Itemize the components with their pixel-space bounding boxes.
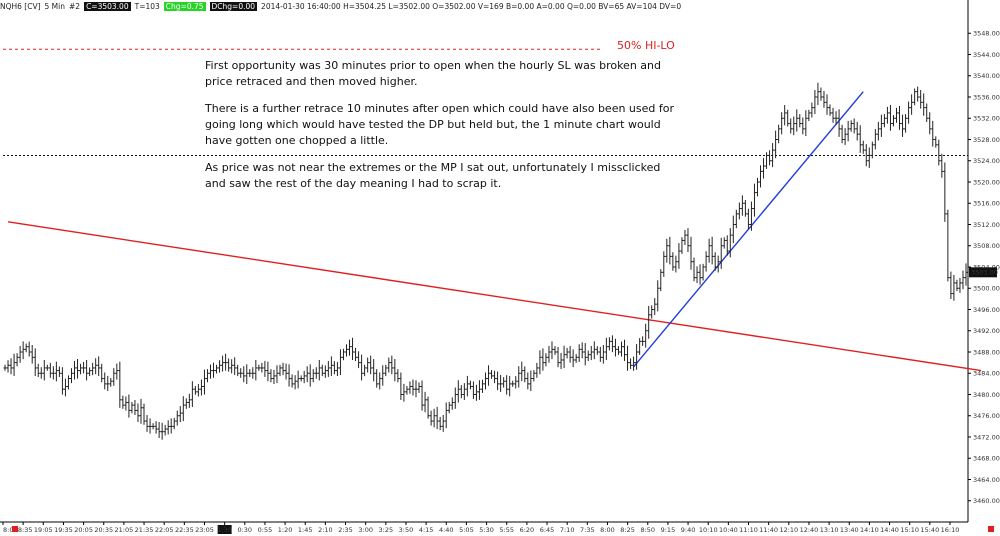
y-tick-label: 3504.00 [973, 263, 1000, 271]
annotation-para-1: First opportunity was 30 minutes prior t… [205, 59, 661, 88]
x-tick-label: 23:05 [195, 526, 214, 534]
x-tick-label: 3:25 [379, 526, 394, 534]
number-label: #2 [69, 1, 81, 11]
y-tick-label: 3528.00 [973, 136, 1000, 144]
x-tick-label: 5:30 [479, 526, 494, 534]
x-tick-label: 7:10 [560, 526, 575, 534]
x-tick-label: 13:10 [820, 526, 839, 534]
x-tick-label: 11:40 [759, 526, 778, 534]
trendline-red [7, 221, 982, 372]
annotation-text: First opportunity was 30 minutes prior t… [205, 58, 675, 203]
x-tick-label: 21:35 [135, 526, 154, 534]
y-tick-label: 3500.00 [973, 285, 1000, 293]
x-tick-label: 8:25 [620, 526, 635, 534]
x-tick-label: 21:05 [115, 526, 134, 534]
y-tick-label: 3512.00 [973, 221, 1000, 229]
y-tick-label: 3516.00 [973, 200, 1000, 208]
y-tick-label: 3532.00 [973, 115, 1000, 123]
y-tick-label: 3464.00 [973, 476, 1000, 484]
y-tick-label: 3492.00 [973, 327, 1000, 335]
corner-marker-right [988, 526, 994, 532]
x-tick-label: 6:45 [540, 526, 555, 534]
trades-label: T=103 [134, 1, 160, 11]
ohlc-readout: 2014-01-30 16:40:00 H=3504.25 L=3502.00 … [261, 1, 682, 11]
x-tick-label: 10:40 [719, 526, 738, 534]
x-tick-label: 7:35 [580, 526, 595, 534]
last-price-label: 3503.00 [971, 269, 998, 277]
x-tick-label: 3:50 [399, 526, 414, 534]
x-tick-label: 11:10 [739, 526, 758, 534]
annotation-para-3: As price was not near the extremes or th… [205, 161, 661, 190]
y-tick-label: 3524.00 [973, 157, 1000, 165]
annotation-para-2: There is a further retrace 10 minutes af… [205, 102, 675, 147]
y-tick-label: 3544.00 [973, 51, 1000, 59]
y-tick-label: 3484.00 [973, 370, 1000, 378]
x-tick-label: 5:05 [459, 526, 474, 534]
chart-header: NQH6 [CV] 5 Min #2 C=3503.00 T=103 Chg=0… [0, 0, 685, 12]
x-tick-label: 15:40 [920, 526, 939, 534]
x-tick-label: 6:20 [520, 526, 535, 534]
x-tick-label: 22:05 [155, 526, 174, 534]
y-tick-label: 3536.00 [973, 93, 1000, 101]
dchg-box: DChg=0.00 [209, 1, 258, 11]
x-tick-label: 14:10 [860, 526, 879, 534]
y-tick-label: 3468.00 [973, 455, 1000, 463]
y-tick-label: 3520.00 [973, 178, 1000, 186]
y-tick-label: 3476.00 [973, 412, 1000, 420]
y-tick-label: 3548.00 [973, 30, 1000, 38]
x-tick-label: 8:00 [600, 526, 615, 534]
x-tick-label: 20:05 [74, 526, 93, 534]
x-tick-label: 13:40 [840, 526, 859, 534]
y-tick-label: 3540.00 [973, 72, 1000, 80]
close-box: C=3503.00 [84, 1, 131, 11]
x-tick-label: 12:10 [779, 526, 798, 534]
chg-box: Chg=0.75 [163, 1, 206, 11]
x-tick-label: 5:55 [499, 526, 514, 534]
trendline-blue [633, 91, 864, 368]
y-tick-label: 3460.00 [973, 497, 1000, 505]
corner-marker-left [12, 526, 18, 532]
x-tick-label: 1:20 [278, 526, 293, 534]
x-tick-label: 4:15 [419, 526, 434, 534]
x-tick-label: 1:30 [217, 526, 232, 534]
x-tick-label: 18:35 [14, 526, 33, 534]
x-tick-label: 14:40 [880, 526, 899, 534]
x-tick-label: 2:10 [318, 526, 333, 534]
session-marker-box [217, 525, 232, 534]
x-tick-label: 16:10 [941, 526, 960, 534]
x-tick-label: 10:10 [699, 526, 718, 534]
x-tick-label: 2:35 [338, 526, 353, 534]
x-tick-label: 0:55 [258, 526, 273, 534]
hilo-label: 50% HI-LO [617, 39, 675, 52]
x-tick-label: 22:35 [175, 526, 194, 534]
x-tick-label: 19:35 [54, 526, 73, 534]
x-tick-label: 15:10 [900, 526, 919, 534]
y-tick-label: 3480.00 [973, 391, 1000, 399]
y-tick-label: 3488.00 [973, 348, 1000, 356]
y-tick-label: 3472.00 [973, 433, 1000, 441]
x-tick-label: 12:40 [800, 526, 819, 534]
x-tick-label: 20:35 [94, 526, 113, 534]
symbol-label: NQH6 [CV] [0, 1, 41, 11]
x-tick-label: 3:00 [358, 526, 373, 534]
x-tick-label: 8:05 [3, 526, 18, 534]
x-tick-label: 1:45 [298, 526, 313, 534]
x-tick-label: 9:40 [681, 526, 696, 534]
x-tick-label: 8:50 [640, 526, 655, 534]
interval-label: 5 Min [44, 1, 65, 11]
last-price-box [969, 267, 997, 278]
y-tick-label: 3508.00 [973, 242, 1000, 250]
x-tick-label: 9:15 [661, 526, 676, 534]
x-tick-label: 0:30 [237, 526, 252, 534]
x-tick-label: 19:05 [34, 526, 53, 534]
x-tick-label: 4:40 [439, 526, 454, 534]
y-tick-label: 3496.00 [973, 306, 1000, 314]
